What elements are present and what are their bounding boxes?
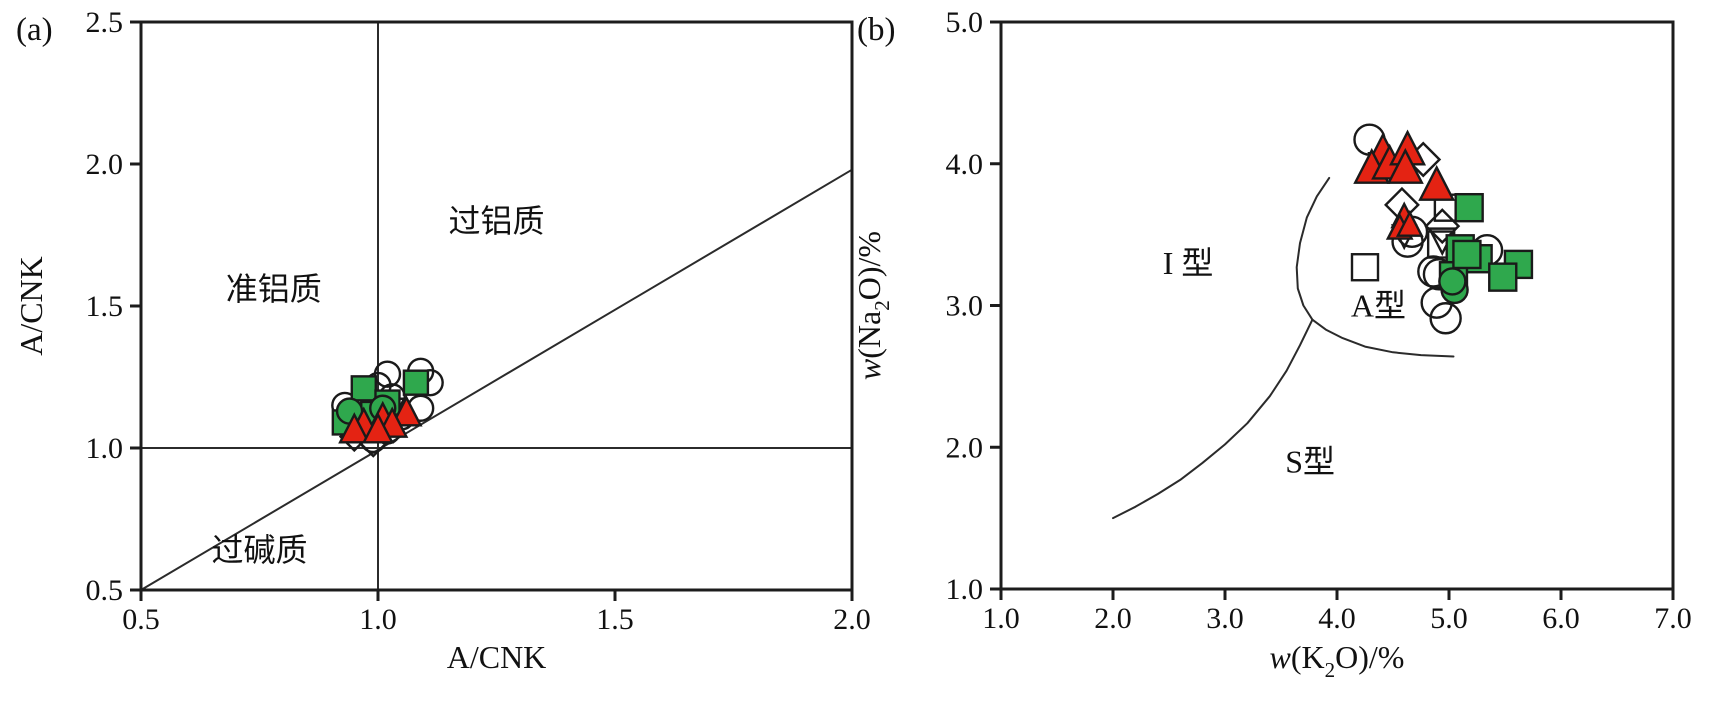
marker-green-circle [1438,267,1467,296]
plot-frame [999,20,1675,591]
marker-red-triangle [361,412,395,444]
boundary-diagonal [140,168,853,591]
x-tick-label: 1.0 [359,603,397,636]
marker-green-square [350,375,377,402]
y-tick-label: 2.5 [86,6,124,39]
x-tick-label: 1.0 [982,602,1020,635]
series-red-triangle [1353,129,1456,240]
region-label: A型 [1351,288,1406,324]
y-axis-title: A/CNK [13,256,49,356]
y-tick-label: 0.5 [86,574,124,607]
marker-red-triangle [1386,147,1424,184]
x-tick-label: 3.0 [1206,602,1244,635]
marker-red-triangle [390,395,423,427]
marker-red-triangle [338,412,371,444]
x-tick-label: 2.0 [833,603,871,636]
x-tick-label: 7.0 [1654,602,1692,635]
region-label: S型 [1285,443,1335,479]
marker-red-triangle [1395,209,1424,237]
region-label: 过铝质 [448,203,544,239]
x-tick-label: 1.5 [596,603,634,636]
x-axis-title: A/CNK [447,639,547,675]
marker-green-square [1454,192,1484,223]
region-label: 准铝质 [226,271,322,307]
a-type-bottom-boundary-curve [1311,318,1455,358]
chart-panel-b: 1.0 2.0 3.0 4.0 5.0 6.0 7.0 1.0 2.0 3.0 4.0 5.0 w(K2… [851,6,1692,683]
panel-label: (b) [857,12,895,48]
marker-open-square [1350,253,1380,282]
x-axis-title: w(K2O)/% [1270,639,1405,682]
marker-red-triangle [1418,164,1456,201]
marker-green-square [402,369,430,396]
i-a-type-boundary-curve [1295,176,1331,321]
s-type-boundary-curve [1112,318,1314,520]
region-label: 过碱质 [211,532,307,568]
series-red-triangle [338,395,423,444]
panel-label: (a) [16,12,53,48]
marker-green-square [1452,239,1482,270]
chart-panel-a: 0.5 1.0 1.5 2.0 0.5 1.0 1.5 2.0 2.5 A/CNK A/CNK 准铝质… [13,6,871,676]
x-tick-label: 6.0 [1542,602,1580,635]
x-tick-label: 5.0 [1430,602,1468,635]
x-tick-label: 2.0 [1094,602,1132,635]
marker-open-diamond [1424,208,1461,245]
y-tick-label: 4.0 [946,147,984,180]
marker-green-square [1488,262,1518,292]
region-label: I 型 [1163,245,1214,281]
y-tick-label: 1.0 [946,573,984,606]
y-tick-label: 2.0 [86,148,124,181]
y-tick-label: 1.0 [86,432,124,465]
y-tick-label: 3.0 [946,289,984,322]
marker-open-circle [1429,302,1462,335]
x-tick-label: 4.0 [1318,602,1356,635]
y-axis-title: w(Na2O)/% [851,231,894,380]
y-tick-label: 1.5 [86,290,124,323]
series-green-circle [1438,267,1469,305]
y-tick-label: 2.0 [946,431,984,464]
x-tick-label: 0.5 [122,603,160,636]
y-tick-label: 5.0 [946,6,984,39]
